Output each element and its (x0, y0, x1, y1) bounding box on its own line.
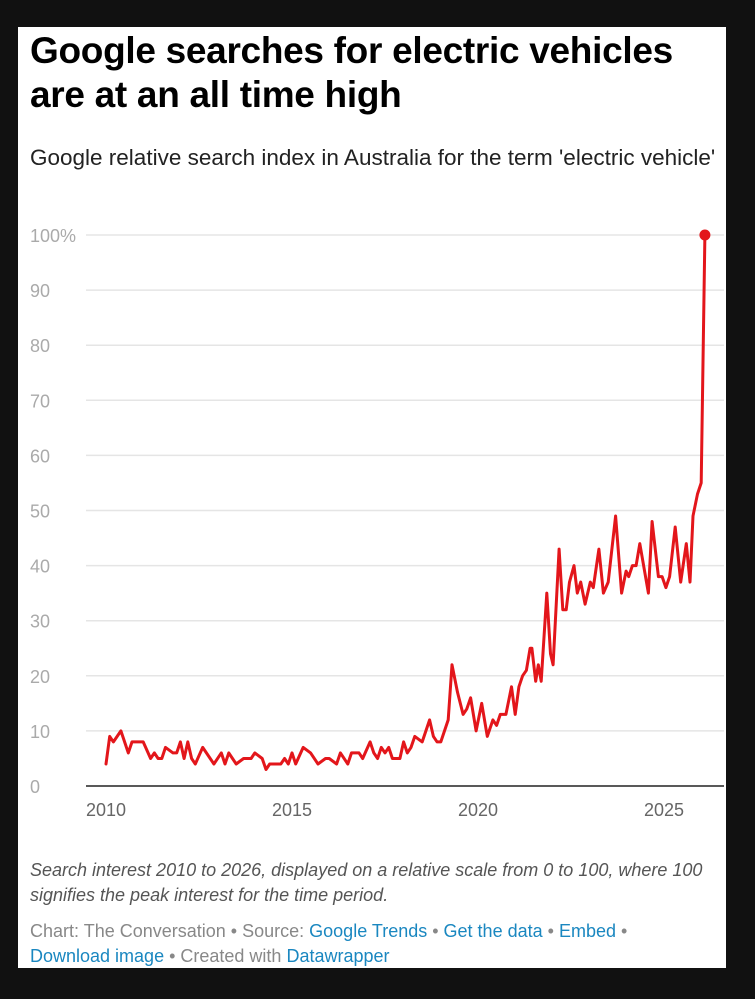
chart-card: Google searches for electric vehicles ar… (18, 27, 726, 968)
chart-credit: Chart: The Conversation (30, 921, 226, 941)
datawrapper-link[interactable]: Datawrapper (286, 946, 390, 966)
y-tick-label: 0 (30, 777, 40, 797)
series-line (104, 233, 707, 771)
created-with: Created with (180, 946, 282, 966)
separator: • (427, 921, 444, 941)
y-tick-label: 100% (30, 226, 76, 246)
separator: • (225, 921, 243, 941)
chart-footer: Chart: The Conversation • Source: Google… (30, 919, 730, 969)
y-tick-label: 70 (30, 391, 50, 411)
y-tick-label: 90 (30, 281, 50, 301)
chart-subtitle: Google relative search index in Australi… (30, 145, 716, 170)
endpoint-dot (699, 229, 711, 241)
get-data-link[interactable]: Get the data (443, 921, 543, 941)
chart-note: Search interest 2010 to 2026, displayed … (30, 860, 703, 905)
separator: • (164, 946, 181, 966)
y-tick-label: 60 (30, 446, 50, 466)
y-tick-label: 30 (30, 612, 50, 632)
x-tick-label: 2020 (458, 800, 498, 820)
y-tick-label: 40 (30, 557, 50, 577)
chart-title: Google searches for electric vehicles ar… (30, 30, 673, 115)
source-link[interactable]: Google Trends (309, 921, 428, 941)
y-tick-label: 20 (30, 667, 50, 687)
x-tick-label: 2025 (644, 800, 684, 820)
y-tick-label: 10 (30, 722, 50, 742)
separator: • (615, 921, 628, 941)
x-tick-label: 2010 (86, 800, 126, 820)
embed-link[interactable]: Embed (558, 921, 616, 941)
y-tick-label: 50 (30, 502, 50, 522)
download-image-link[interactable]: Download image (30, 946, 165, 966)
separator: • (542, 921, 559, 941)
y-tick-label: 80 (30, 336, 50, 356)
x-tick-label: 2015 (272, 800, 312, 820)
source-label: Source: (242, 921, 305, 941)
line-chart: 0 10 20 30 40 50 60 70 80 90 100% 2010 2015 2020 2025 (30, 226, 724, 820)
